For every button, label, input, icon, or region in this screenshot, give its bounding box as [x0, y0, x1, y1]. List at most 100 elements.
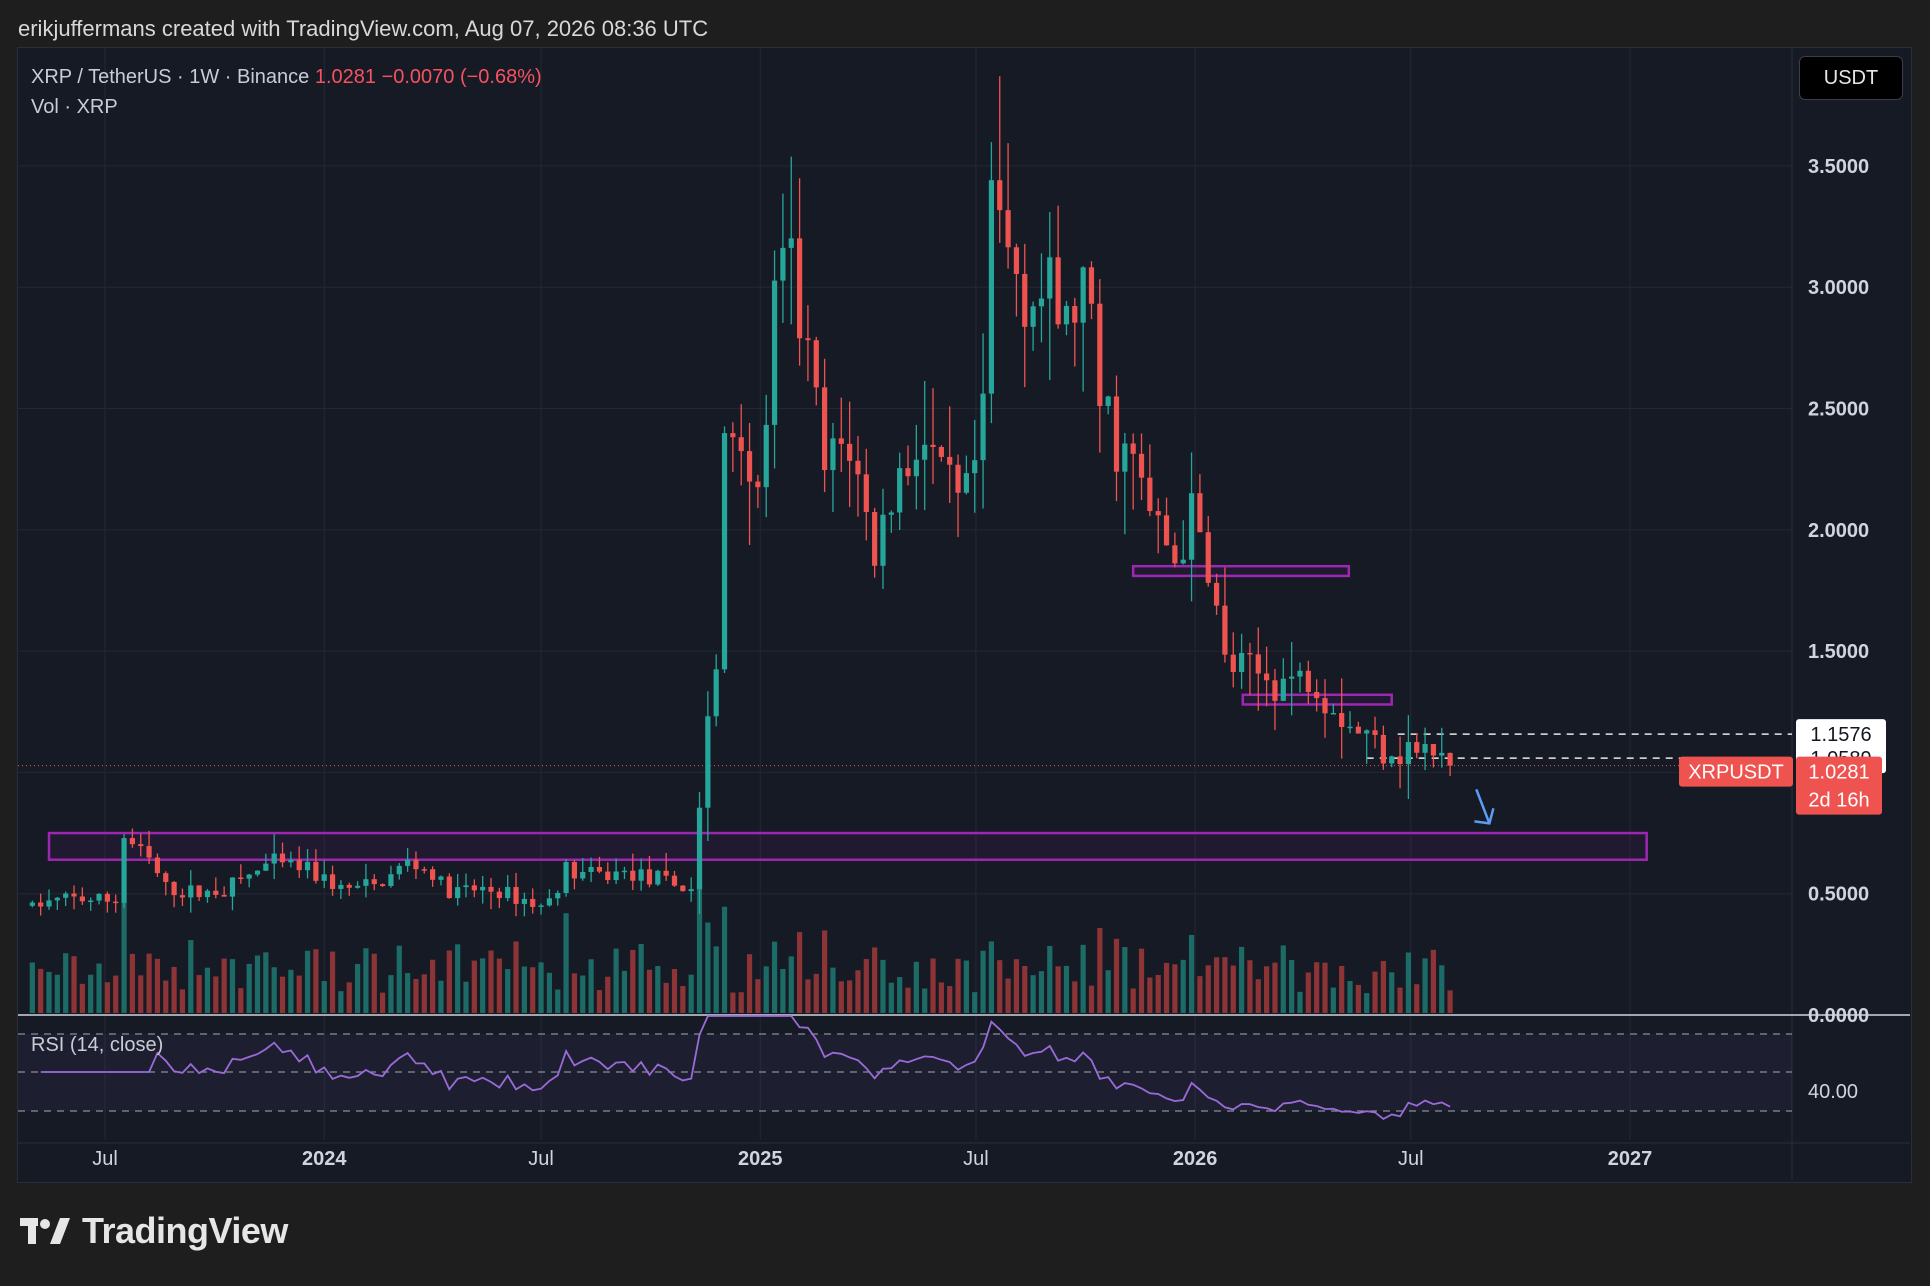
volume-bar	[913, 961, 919, 1013]
volume-bar	[563, 913, 569, 1013]
volume-bar	[96, 963, 102, 1013]
candle-body	[321, 874, 327, 881]
candle-body	[396, 865, 402, 875]
candle-body	[238, 877, 244, 879]
volume-bar	[1380, 960, 1386, 1013]
volume-bar	[688, 974, 694, 1013]
candle-body	[838, 438, 844, 444]
volume-bar	[1113, 938, 1120, 1013]
volume-bar	[1130, 988, 1136, 1013]
candle-body	[1147, 477, 1153, 512]
volume-bar	[279, 976, 286, 1013]
candle-body	[530, 898, 536, 907]
volume-bar	[947, 986, 953, 1013]
candle-body	[1330, 713, 1336, 715]
volume-bar	[1230, 965, 1236, 1013]
candle-body	[371, 879, 377, 885]
volume-bar	[888, 982, 894, 1013]
candle-body	[513, 886, 519, 904]
volume-bar	[838, 981, 844, 1013]
candle-body	[1322, 698, 1328, 714]
candle-body	[1347, 726, 1353, 729]
volume-bar	[671, 969, 678, 1013]
candle-body	[138, 844, 144, 847]
candle-body	[1389, 756, 1395, 764]
chart-credit: erikjuffermans created with TradingView.…	[18, 16, 709, 41]
candle-body	[104, 893, 110, 902]
candle-body	[288, 859, 294, 863]
volume-bar	[1222, 957, 1228, 1013]
candle-body	[646, 869, 653, 885]
candle-body	[1414, 742, 1420, 753]
volume-bar	[371, 953, 377, 1013]
candle-body	[630, 870, 636, 881]
time-axis: Jul 2024 Jul 2025 Jul 2026 Jul 2027	[92, 1148, 1652, 1170]
volume-bar	[638, 943, 644, 1013]
volume-bar	[621, 970, 628, 1013]
candle-body	[1105, 396, 1111, 407]
volume-bar	[229, 959, 236, 1013]
volume-bar	[730, 992, 736, 1013]
arrow-head	[1474, 808, 1495, 825]
candle-body	[1030, 306, 1036, 327]
symbol-tag-text: XRPUSDT	[1688, 762, 1784, 784]
volume-bar	[1205, 965, 1211, 1013]
candle-body	[771, 280, 778, 425]
volume-bar	[171, 966, 177, 1013]
volume-bar	[413, 978, 419, 1013]
volume-bar	[54, 974, 60, 1013]
time-tick-label: Jul	[963, 1148, 989, 1170]
rsi-pane: 40.00	[18, 1015, 1858, 1120]
candle-body	[980, 393, 986, 461]
countdown-text: 2d 16h	[1808, 790, 1869, 812]
candle-body	[1355, 726, 1361, 734]
symbol-title[interactable]: XRP / TetherUS · 1W · Binance	[31, 66, 310, 88]
candle-body	[213, 890, 219, 895]
volume-bar	[38, 968, 44, 1013]
candle-body	[163, 873, 169, 882]
candle-body	[1172, 545, 1178, 564]
candle-body	[563, 862, 569, 893]
candle-body	[254, 870, 261, 875]
volume-bar	[972, 992, 978, 1013]
currency-unit-button[interactable]: USDT	[1799, 56, 1903, 100]
candle-body	[1113, 396, 1120, 472]
price-tick-label: 2.5000	[1808, 399, 1869, 421]
volume-bar	[1330, 987, 1336, 1013]
volume-bar	[530, 967, 536, 1013]
candle-body	[1197, 493, 1203, 533]
candle-body	[430, 869, 436, 880]
candle-body	[1397, 756, 1403, 765]
volume-bar	[1239, 946, 1245, 1013]
volume-bar	[922, 988, 928, 1013]
candle-body	[796, 238, 803, 339]
volume-bar	[163, 980, 169, 1013]
price-label-box	[1796, 719, 1886, 750]
candle-body	[413, 859, 419, 870]
price-tick-label: 0.5000	[1808, 884, 1869, 906]
symbol-tag-box	[1679, 756, 1793, 787]
candle-body	[1063, 305, 1070, 325]
volume-bar	[405, 973, 411, 1013]
volume-label[interactable]: Vol · XRP	[31, 96, 118, 118]
price-tick-label: 3.5000	[1808, 156, 1869, 178]
volume-bar	[121, 901, 127, 1013]
support-zone	[47, 831, 1648, 861]
candle-body	[963, 473, 969, 493]
candle-body	[146, 846, 152, 858]
candle-body	[188, 885, 194, 898]
candle-body	[421, 869, 427, 871]
candle-body	[1138, 453, 1145, 478]
candle-body	[938, 446, 944, 457]
candle-body	[1447, 752, 1453, 766]
last-price: 1.0281	[314, 66, 376, 88]
candle-body	[1239, 652, 1245, 672]
candle-body	[171, 881, 177, 896]
candle-body	[663, 870, 669, 876]
volume-bar	[379, 992, 386, 1013]
volume-bar	[1414, 984, 1420, 1013]
volume-bar	[46, 971, 52, 1013]
volume-bar	[1280, 945, 1286, 1013]
rsi-label[interactable]: RSI (14, close)	[31, 1034, 164, 1056]
